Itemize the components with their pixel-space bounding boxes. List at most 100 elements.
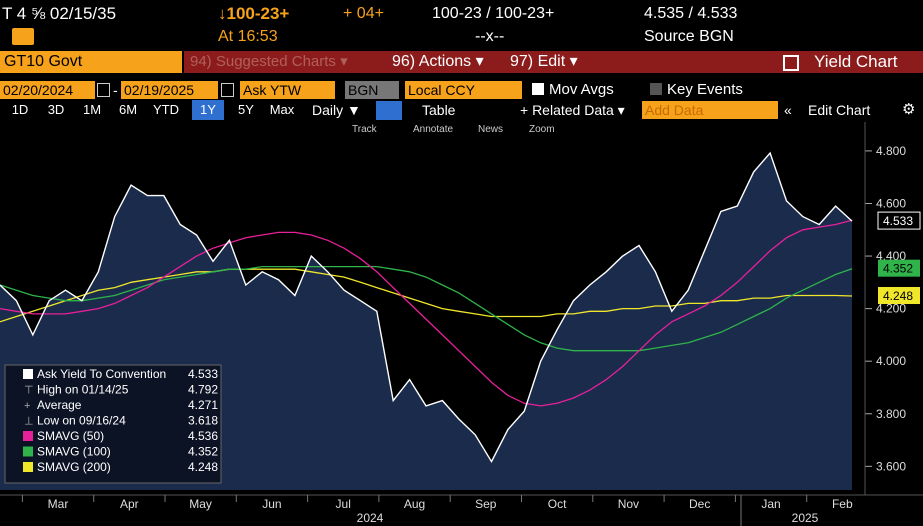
calendar-icon[interactable] (97, 83, 110, 97)
actions-menu[interactable]: 96) Actions ▾ (392, 53, 484, 70)
period[interactable]: Daily ▼ (312, 102, 361, 118)
legend-label: Average (37, 398, 82, 412)
date-box[interactable] (121, 81, 218, 99)
menu-bar (184, 51, 923, 73)
time: At 16:53 (218, 28, 278, 45)
table-button[interactable]: Table (422, 102, 456, 118)
checkbox-checked[interactable] (532, 83, 544, 95)
x-tick-label: Mar (48, 497, 69, 511)
price-change: ↓100-23+ (218, 4, 290, 23)
tool-button[interactable]: News (478, 124, 504, 135)
related-data[interactable]: + Related Data ▾ (520, 102, 625, 118)
collapse-icon[interactable]: « (784, 102, 792, 118)
range-button[interactable]: 1Y (192, 100, 224, 120)
edit-menu[interactable]: 97) Edit ▾ (510, 53, 578, 70)
tool-button[interactable]: Zoom (529, 124, 555, 135)
legend-swatch (23, 462, 33, 472)
legend-label: Ask Yield To Convention (37, 367, 166, 381)
x-tick-label: Nov (618, 497, 639, 511)
x-tick-label: Jan (761, 497, 780, 511)
chart: 3.600 3.800 4.000 4.200 4.400 4.600 4.800 4.533… (0, 122, 923, 526)
add-data-box[interactable] (642, 101, 778, 119)
x-tick-label: Aug (404, 497, 425, 511)
series-line (0, 219, 853, 407)
change: + 04+ (343, 5, 384, 22)
legend-value: 4.271 (188, 398, 218, 412)
x-tick-label: Jun (262, 497, 281, 511)
last-value-tag (878, 259, 920, 277)
legend: Ask Yield To Convention 4.533 ⊤ High on 01/… (4, 364, 222, 484)
edit-chart[interactable]: Edit Chart (808, 102, 871, 118)
range-button[interactable]: YTD (153, 102, 179, 117)
legend-swatch (23, 369, 33, 379)
legend-icon: ⊥ (24, 416, 34, 428)
x-tick-label: May (189, 497, 212, 511)
currency-box[interactable] (405, 81, 522, 99)
range-button[interactable]: Max (269, 102, 295, 117)
source-field: BGN (348, 82, 379, 98)
mov-avgs: Mov Avgs (549, 81, 614, 98)
legend-swatch (23, 446, 33, 457)
legend-swatch (23, 431, 33, 441)
legend-value: 4.248 (188, 460, 218, 474)
tool-button[interactable]: Track (352, 124, 377, 135)
range-button[interactable]: 1M (82, 102, 102, 117)
date-box[interactable] (0, 81, 95, 99)
source: Source BGN (644, 28, 734, 45)
y-tick-label: 4.800 (876, 144, 906, 158)
y-tick-label: 3.800 (876, 407, 906, 421)
currency: Local CCY (408, 82, 475, 98)
suggested-charts[interactable]: 94) Suggested Charts ▾ (190, 53, 348, 70)
range-button[interactable]: 5Y (238, 102, 254, 117)
security-box[interactable] (0, 51, 182, 73)
y-tick-label: 3.600 (876, 459, 906, 473)
calendar-icon[interactable] (221, 83, 234, 97)
chart-name: Yield Chart (814, 52, 898, 71)
y-tick-label: 4.000 (876, 354, 906, 368)
legend-icon: ⊤ (24, 385, 34, 397)
x-tick-label: Feb (832, 497, 853, 511)
legend-value: 3.618 (188, 414, 218, 428)
legend-value: 4.792 (188, 383, 218, 397)
last-value-label: 4.248 (883, 289, 913, 303)
field-box[interactable] (240, 81, 335, 99)
legend-label: Low on 09/16/24 (37, 414, 126, 428)
y-tick-label: 4.200 (876, 302, 906, 316)
range-button[interactable]: 6M (118, 102, 138, 117)
chart-type-icon[interactable] (376, 101, 402, 120)
legend-value: 4.533 (188, 367, 218, 381)
start-date: 02/20/2024 (3, 82, 74, 98)
spread: --x-- (475, 28, 505, 45)
field: Ask YTW (243, 82, 302, 98)
x-tick-label: Apr (120, 497, 139, 511)
last-value-label: 4.533 (883, 214, 913, 228)
add-data: Add Data (645, 102, 704, 118)
last-value-label: 4.352 (883, 262, 913, 276)
legend-label: SMAVG (200) (37, 460, 111, 474)
series-line (0, 265, 853, 352)
range-button[interactable]: 1D (11, 102, 29, 117)
legend-box (4, 364, 222, 484)
ticker: T 4 ⅝ 02/15/35 (2, 4, 117, 23)
last-value-tag (878, 287, 920, 305)
key-events: Key Events (667, 81, 743, 98)
checkbox[interactable] (650, 83, 662, 95)
y-tick-label: 4.600 (876, 196, 906, 210)
x-tick-label: Jul (336, 497, 351, 511)
legend-label: SMAVG (50) (37, 429, 104, 443)
y-tick-label: 4.400 (876, 249, 906, 263)
x-tick-label: Dec (689, 497, 710, 511)
security: GT10 Govt (4, 53, 83, 70)
series-line (0, 151, 853, 464)
legend-value: 4.536 (188, 429, 218, 443)
popout-icon[interactable] (783, 55, 799, 71)
bid-ask: 100-23 / 100-23+ (432, 5, 555, 22)
legend-label: High on 01/14/25 (37, 383, 129, 397)
tool-button[interactable]: Annotate (413, 124, 454, 135)
year-label: 2025 (792, 511, 819, 525)
settings-icon[interactable]: ⚙ (902, 101, 916, 118)
alert-icon[interactable] (12, 28, 34, 45)
source-box[interactable] (345, 81, 399, 99)
range-button[interactable]: 3D (47, 102, 65, 117)
